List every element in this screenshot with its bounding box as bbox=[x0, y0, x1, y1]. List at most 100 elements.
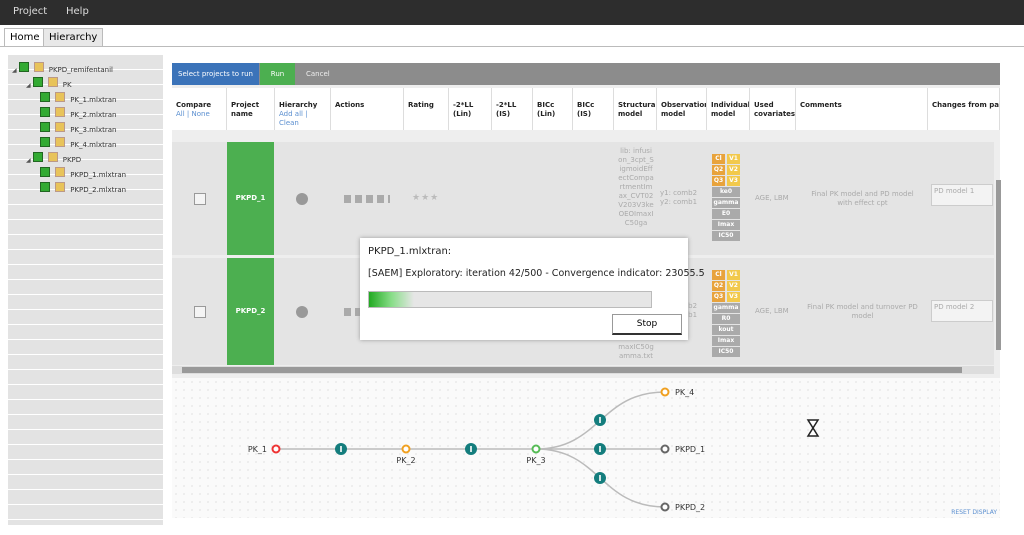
h-scrollbar bbox=[172, 366, 994, 374]
info-glyph bbox=[599, 417, 601, 423]
menu-item[interactable]: Help bbox=[66, 6, 89, 17]
tree-label[interactable]: PK_2.mlxtran bbox=[70, 111, 117, 119]
individual-badge: V3 bbox=[727, 176, 740, 186]
stop-button[interactable]: Stop bbox=[612, 314, 682, 335]
individual-badge: R0 bbox=[712, 314, 740, 324]
node-label: PK_1 bbox=[248, 445, 267, 454]
tree-item: PKPD_1.mlxtran bbox=[40, 162, 126, 179]
info-glyph bbox=[340, 446, 342, 452]
actions bbox=[344, 194, 390, 203]
graph-node bbox=[660, 444, 670, 454]
tree-label[interactable]: PKPD_1.mlxtran bbox=[70, 171, 127, 179]
project-name: PKPD_2 bbox=[227, 258, 274, 365]
tree-item: PK_2.mlxtran bbox=[40, 102, 116, 119]
tree-item: PK_4.mlxtran bbox=[40, 132, 116, 149]
column-header: -2*LL (Lin) bbox=[449, 88, 492, 130]
hierarchy-remove bbox=[296, 305, 308, 318]
tree-label[interactable]: PKPD_2.mlxtran bbox=[70, 186, 127, 194]
column-header: Used covariates bbox=[750, 88, 796, 130]
individual-badge: IC50 bbox=[712, 347, 740, 357]
node-label: PK_2 bbox=[396, 456, 415, 465]
cancel-button[interactable]: Cancel bbox=[306, 70, 330, 78]
tree-label[interactable]: PKPD_remifentanil bbox=[48, 66, 114, 74]
column-header: Comments bbox=[796, 88, 928, 130]
info-glyph bbox=[599, 475, 601, 481]
menu-item[interactable]: Project bbox=[13, 6, 48, 17]
structural-model: maxIC50gamma.txt bbox=[618, 343, 654, 360]
header-links[interactable]: All | None bbox=[176, 110, 210, 118]
node-label: PK_4 bbox=[675, 388, 694, 397]
column-header: Hierarchy Add all | Clean bbox=[275, 88, 331, 130]
individual-badge: kout bbox=[712, 325, 740, 335]
graph-area bbox=[172, 378, 1000, 518]
hourglass bbox=[806, 419, 820, 437]
graph-node bbox=[660, 387, 670, 397]
tree-label[interactable]: PK_3.mlxtran bbox=[70, 126, 117, 134]
individual-badge: V2 bbox=[727, 165, 740, 175]
individual-badge: V3 bbox=[727, 292, 740, 302]
checkbox bbox=[194, 305, 206, 318]
select-button[interactable]: Select projects to run bbox=[172, 63, 259, 85]
column-header: Rating bbox=[404, 88, 449, 130]
node-label: PKPD_1 bbox=[675, 445, 705, 454]
individual-badge: gamma bbox=[712, 303, 740, 313]
changes-input: PD model 2 bbox=[931, 300, 993, 322]
individual-badge: Q2 bbox=[712, 165, 725, 175]
project-name: PKPD_1 bbox=[227, 142, 274, 255]
individual-badge: gamma bbox=[712, 198, 740, 208]
graph-node bbox=[401, 444, 411, 454]
individual-badge: Cl bbox=[712, 270, 725, 280]
table-row bbox=[172, 142, 994, 255]
dialog-title: PKPD_1.mlxtran: bbox=[368, 246, 452, 257]
tree-label[interactable]: PKPD bbox=[62, 156, 82, 164]
tree-label[interactable]: PK_1.mlxtran bbox=[70, 96, 117, 104]
graph-node bbox=[271, 444, 281, 454]
run-button[interactable]: Run bbox=[260, 63, 295, 85]
menu-bar: Project Help bbox=[0, 0, 1024, 25]
tab-line bbox=[0, 46, 1024, 47]
v-scrollbar bbox=[996, 180, 1001, 350]
individual-badge: Q2 bbox=[712, 281, 725, 291]
tree-item: ◢ PKPD bbox=[26, 147, 81, 164]
tree-label[interactable]: PK_4.mlxtran bbox=[70, 141, 117, 149]
column-header: BICc (Lin) bbox=[533, 88, 573, 130]
tree-item: ◢ PKPD_remifentanil bbox=[12, 57, 113, 74]
comments: Final PK model and turnover PD model bbox=[807, 302, 918, 320]
structural-model: lib: infusion_3cpt_SigmoidEffectCompartm… bbox=[618, 147, 654, 227]
tree-item: ◢ PK bbox=[26, 72, 72, 89]
node-label: PKPD_2 bbox=[675, 503, 705, 512]
column-header: Project name bbox=[227, 88, 275, 130]
progress-dialog: PKPD_1.mlxtran: [SAEM] Exploratory: iter… bbox=[360, 238, 705, 340]
header-links[interactable]: Add all | Clean bbox=[279, 110, 308, 127]
observation-model: y1: comb2 y2: comb1 bbox=[660, 188, 698, 206]
comments: Final PK model and PD model with effect … bbox=[811, 189, 914, 207]
tree-panel: ◢ PKPD_remifentanil ◢ PK PK_1.mlxtran PK_… bbox=[8, 55, 163, 525]
tree-label[interactable]: PK bbox=[62, 81, 72, 89]
individual-badge: ke0 bbox=[712, 187, 740, 197]
info-glyph bbox=[599, 446, 601, 452]
graph-node bbox=[660, 502, 670, 512]
hierarchy-remove bbox=[296, 192, 308, 205]
graph-node bbox=[531, 444, 541, 454]
individual-badge: Cl bbox=[712, 154, 725, 164]
run-label: Run bbox=[270, 70, 285, 78]
reset-display: RESET DISPLAY bbox=[951, 509, 997, 516]
checkbox bbox=[194, 192, 206, 205]
covariates: AGE, LBM bbox=[755, 306, 789, 315]
tree-item: PKPD_2.mlxtran bbox=[40, 177, 126, 194]
node-label: PK_3 bbox=[526, 456, 545, 465]
individual-badge: Q3 bbox=[712, 292, 725, 302]
column-header: -2*LL (IS) bbox=[492, 88, 533, 130]
dialog-message: [SAEM] Exploratory: iteration 42/500 - C… bbox=[368, 268, 705, 279]
column-header: Changes from parent bbox=[928, 88, 1000, 130]
column-header: Actions bbox=[331, 88, 404, 130]
rating: ★★★ bbox=[412, 192, 440, 203]
info-glyph bbox=[470, 446, 472, 452]
individual-badge: Imax bbox=[712, 336, 740, 346]
tree-item: PK_3.mlxtran bbox=[40, 117, 116, 134]
covariates: AGE, LBM bbox=[755, 193, 789, 202]
column-header: Compare All | None bbox=[172, 88, 227, 130]
toolbar bbox=[172, 63, 1000, 85]
